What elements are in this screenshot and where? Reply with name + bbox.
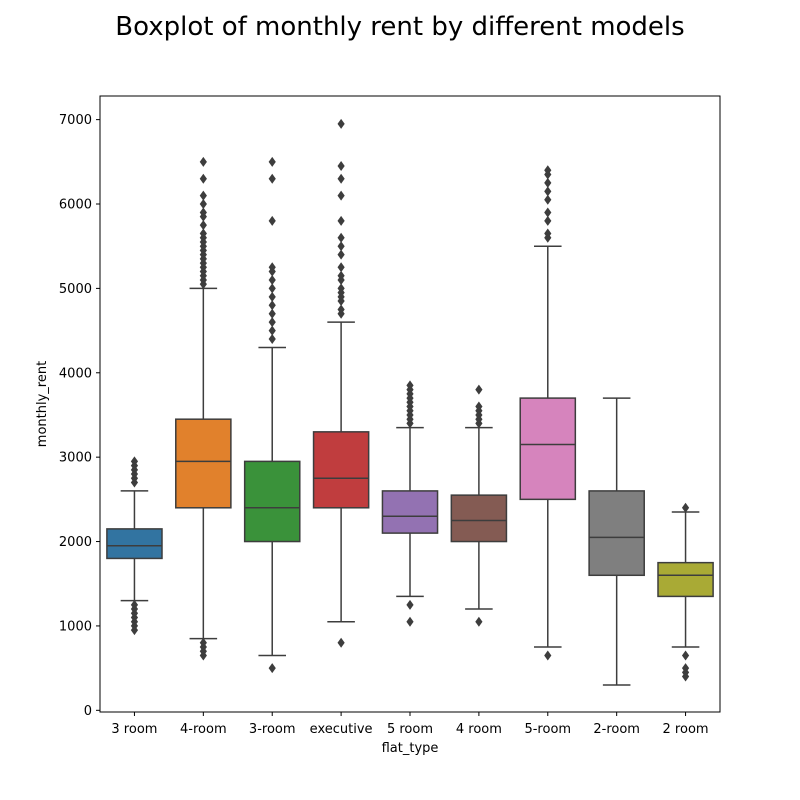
outlier-point (544, 650, 552, 661)
outlier-point (337, 262, 345, 273)
box-group-2-room (657, 502, 714, 682)
outlier-point (268, 317, 276, 328)
iqr-box (243, 460, 301, 543)
box-group-4-room (450, 384, 508, 627)
outlier-point (268, 300, 276, 311)
y-tick-label: 4000 (59, 366, 92, 381)
box-group-3-room (106, 456, 163, 636)
iqr-box (450, 494, 508, 543)
chart-title: Boxplot of monthly rent by different mod… (115, 12, 685, 42)
x-tick-label: 4 room (456, 722, 502, 737)
outlier-point (199, 199, 207, 210)
outlier-point (337, 241, 345, 252)
outlier-point (544, 186, 552, 197)
outlier-point (337, 118, 345, 129)
outlier-point (337, 270, 345, 281)
outlier-point (199, 156, 207, 167)
box-group-2-room (588, 397, 645, 686)
box-group-4-room (175, 156, 232, 661)
outlier-point (337, 232, 345, 243)
x-axis-label: flat_type (382, 741, 439, 756)
outlier-point (268, 274, 276, 285)
outlier-point (268, 325, 276, 336)
outlier-point (681, 663, 690, 674)
outlier-point (268, 291, 276, 302)
outlier-point (544, 228, 552, 239)
outlier-point (475, 616, 483, 627)
x-tick-label: 3-room (249, 722, 296, 737)
iqr-box (106, 528, 163, 560)
outlier-point (337, 173, 345, 184)
outlier-point (475, 384, 483, 395)
outlier-point (337, 215, 345, 226)
box-group-executive (312, 118, 370, 648)
outlier-point (337, 283, 345, 294)
outlier-point (268, 283, 276, 294)
outlier-point (268, 156, 276, 167)
outlier-point (337, 637, 345, 648)
outlier-point (544, 215, 552, 226)
x-tick-label: 3 room (111, 722, 157, 737)
outlier-point (130, 456, 139, 467)
iqr-box (657, 561, 714, 598)
outlier-point (544, 207, 552, 218)
outlier-point (544, 194, 552, 205)
box-group-3-room (243, 156, 301, 674)
outlier-point (199, 637, 207, 648)
outlier-point (268, 334, 276, 345)
outlier-point (199, 220, 207, 231)
outlier-point (544, 165, 552, 176)
outlier-point (199, 228, 207, 239)
y-tick-label: 7000 (59, 113, 92, 128)
outlier-point (544, 177, 552, 188)
outlier-point (681, 650, 690, 661)
outlier-point (130, 599, 139, 610)
outlier-point (475, 401, 483, 412)
outlier-point (337, 161, 345, 172)
iqr-box (312, 431, 370, 509)
box-group-5-room (381, 380, 439, 627)
outlier-point (406, 380, 414, 391)
outlier-point (199, 190, 207, 201)
y-tick-label: 5000 (59, 282, 92, 297)
box-group-5-room (519, 165, 577, 661)
x-tick-label: 5-room (524, 722, 571, 737)
iqr-box (519, 397, 577, 501)
outlier-point (268, 308, 276, 319)
outlier-point (337, 249, 345, 260)
y-axis-label: monthly_rent (35, 361, 50, 447)
iqr-box (175, 418, 232, 509)
outlier-point (681, 502, 690, 513)
outlier-point (199, 207, 207, 218)
y-tick-label: 2000 (59, 535, 92, 550)
outlier-point (268, 262, 276, 273)
outlier-point (337, 304, 345, 315)
outlier-point (268, 173, 276, 184)
iqr-box (588, 490, 645, 577)
y-tick-label: 1000 (59, 619, 92, 634)
x-tick-label: 5 room (387, 722, 433, 737)
outlier-point (406, 616, 414, 627)
outlier-point (199, 173, 207, 184)
y-tick-label: 3000 (59, 451, 92, 466)
outlier-point (268, 215, 276, 226)
x-tick-label: executive (310, 722, 373, 737)
x-tick-label: 4-room (180, 722, 227, 737)
outlier-point (337, 190, 345, 201)
iqr-box (381, 490, 439, 534)
y-tick-label: 6000 (59, 198, 92, 213)
outlier-point (268, 663, 276, 674)
outlier-point (406, 599, 414, 610)
y-tick-label: 0 (84, 704, 92, 719)
x-tick-label: 2 room (663, 722, 709, 737)
x-tick-label: 2-room (593, 722, 640, 737)
